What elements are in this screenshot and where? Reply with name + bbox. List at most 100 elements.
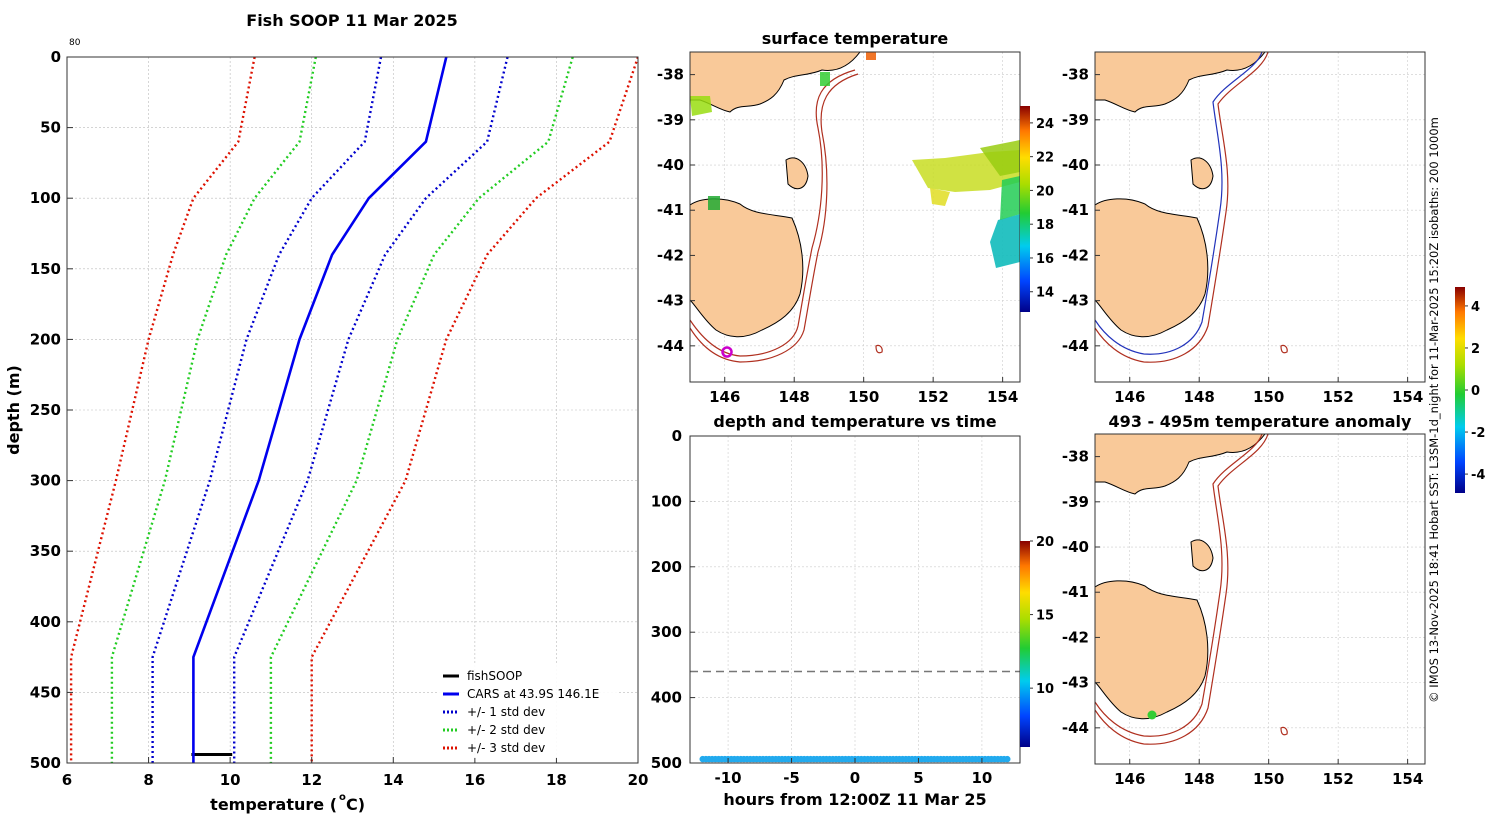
sst-colorbar-ticks: 24 22 20 18 16 14 [1030,117,1054,301]
bathy-lon-tick-label: 150 [1253,388,1284,406]
sst-map-ticks: -38 -39 -40 -41 -42 -43 -44 146 148 150 152 154 [657,66,1018,406]
anomaly-mainland-land [1095,434,1266,495]
profile-y-tick-label: 450 [30,683,61,701]
sst-green-water-patch [1000,176,1020,220]
bathy-lat-tick-label: -39 [1062,111,1089,129]
sst-seamount-contour [875,344,883,354]
bathy-lon-tick-label: 152 [1323,388,1354,406]
profile-y-tick-label: 350 [30,542,61,560]
anomaly-lat-tick-label: -44 [1062,719,1089,737]
time-plot-grid [690,435,1020,764]
anomaly-map-panel: 493 - 495m temperature anomaly -38-39-40… [1062,287,1485,788]
bathy-lon-tick-label: 154 [1392,388,1423,406]
sst-lat-tick-label: -41 [657,201,684,219]
sst-tasmania-land [690,198,804,338]
sst-colorbar-tick-label: 20 [1036,184,1054,199]
anomaly-lon-tick-label: 146 [1114,770,1145,788]
anomaly-colorbar-tick-label: -4 [1471,468,1485,483]
time-colorbar-tick-label: 20 [1036,535,1054,550]
time-x-tick-label: 5 [913,769,923,787]
anomaly-lat-tick-label: -43 [1062,674,1089,692]
time-x-tick-label: -10 [715,769,742,787]
sst-coastal-patch [820,72,830,86]
sst-lat-tick-label: -38 [657,66,684,84]
sst-map-panel: surface temperature -38 -39 -40 -41 -42 -43 -4… [657,29,1054,406]
profile-y-ticks: 0 50 100 150 200 250 300 350 400 450 500 [30,48,73,772]
sst-isobath-200 [690,73,859,363]
bathy-map-panel: -38 -39 -40 -41 -42 -43 -44 146 148 150 152 154 [1062,51,1426,406]
sst-lat-tick-label: -43 [657,292,684,310]
profile-title: Fish SOOP 11 Mar 2025 [246,11,457,30]
profile-y-tick-label: 0 [51,48,61,66]
sst-colorbar-tick-label: 14 [1036,286,1054,301]
sst-colorbar-tick-label: 16 [1036,252,1054,267]
anomaly-lat-tick-label: -38 [1062,448,1089,466]
anomaly-seamount-contour [1280,726,1288,736]
anomaly-colorbar-tick-label: 2 [1471,342,1480,357]
time-plot-xlabel: hours from 12:00Z 11 Mar 25 [723,790,986,809]
sst-map-title: surface temperature [762,29,949,48]
bathy-lat-tick-label: -40 [1062,156,1089,174]
series--2-std-dev-lower- [110,57,317,763]
sst-map-content [690,52,1020,363]
bathy-map-content [1095,52,1288,363]
sst-lon-tick-label: 148 [779,388,810,406]
profile-legend: fishSOOP CARS at 43.9S 146.1E +/- 1 std … [437,664,617,758]
profile-y-tick-label: 150 [30,260,61,278]
anomaly-colorbar [1455,287,1465,493]
series--1-std-dev-upper- [232,57,509,763]
legend-background [437,664,617,758]
profile-grid [66,56,639,764]
anomaly-lon-tick-label: 150 [1253,770,1284,788]
anomaly-isobath-200 [1095,434,1263,737]
profile-x-tick-label: 16 [464,771,485,789]
anomaly-location-marker [1147,710,1157,720]
time-plot-title: depth and temperature vs time [713,412,996,431]
sst-colorbar [1020,106,1030,312]
sst-lat-tick-label: -39 [657,111,684,129]
time-x-tick-label: 10 [971,769,992,787]
profile-lines [69,57,638,763]
sst-colorbar-tick-label: 24 [1036,117,1054,132]
profile-ylabel: depth (m) [4,365,23,455]
sst-lon-tick-label: 152 [918,388,949,406]
profile-corner-label: 80 [69,38,81,48]
profile-x-ticks: 6 8 10 12 14 16 18 20 [62,757,649,789]
sst-west-patch [708,196,720,210]
anomaly-colorbar-tick-label: -2 [1471,426,1485,441]
bathy-lat-tick-label: -41 [1062,201,1089,219]
sst-flinders-island [785,157,809,190]
anomaly-isobath-1000 [1095,434,1269,745]
anomaly-tasmania-land [1095,580,1209,720]
bathy-map-ticks: -38 -39 -40 -41 -42 -43 -44 146 148 150 152 154 [1062,66,1423,406]
anomaly-map-title: 493 - 495m temperature anomaly [1109,412,1412,431]
time-colorbar-tick-label: 15 [1036,609,1054,624]
bathy-isobath-200 [1095,52,1263,355]
profile-x-tick-label: 6 [62,771,72,789]
anomaly-colorbar-ticks: 4 2 0 -2 -4 [1465,300,1485,483]
profile-y-tick-label: 400 [30,613,61,631]
sst-lon-tick-label: 154 [987,388,1018,406]
legend-std1: +/- 1 std dev [467,705,545,719]
profile-y-tick-label: 300 [30,472,61,490]
profile-x-tick-label: 20 [628,771,649,789]
legend-std2: +/- 2 std dev [467,723,545,737]
anomaly-map-content [1095,434,1288,745]
bathy-lon-tick-label: 146 [1114,388,1145,406]
bathy-flinders-island [1190,157,1214,190]
sst-colorbar-tick-label: 18 [1036,218,1054,233]
anomaly-lat-tick-label: -41 [1062,583,1089,601]
series-cars-at-43-9s-146-1e [192,57,448,763]
profile-x-tick-label: 10 [220,771,241,789]
anomaly-lat-tick-label: -39 [1062,493,1089,511]
anomaly-map-ticks: -38 -39 -40 -41 -42 -43 -44 146 148 150 152 154 [1062,448,1423,788]
bathy-seamount-contour [1280,344,1288,354]
profile-x-tick-label: 18 [546,771,567,789]
sst-warm-fragment [930,188,950,206]
profile-y-tick-label: 200 [30,330,61,348]
profile-xlabel: temperature ( [210,795,337,814]
bathy-lat-tick-label: -44 [1062,337,1089,355]
sst-mainland-land [690,52,861,113]
time-y-tick-label: 300 [651,623,682,641]
